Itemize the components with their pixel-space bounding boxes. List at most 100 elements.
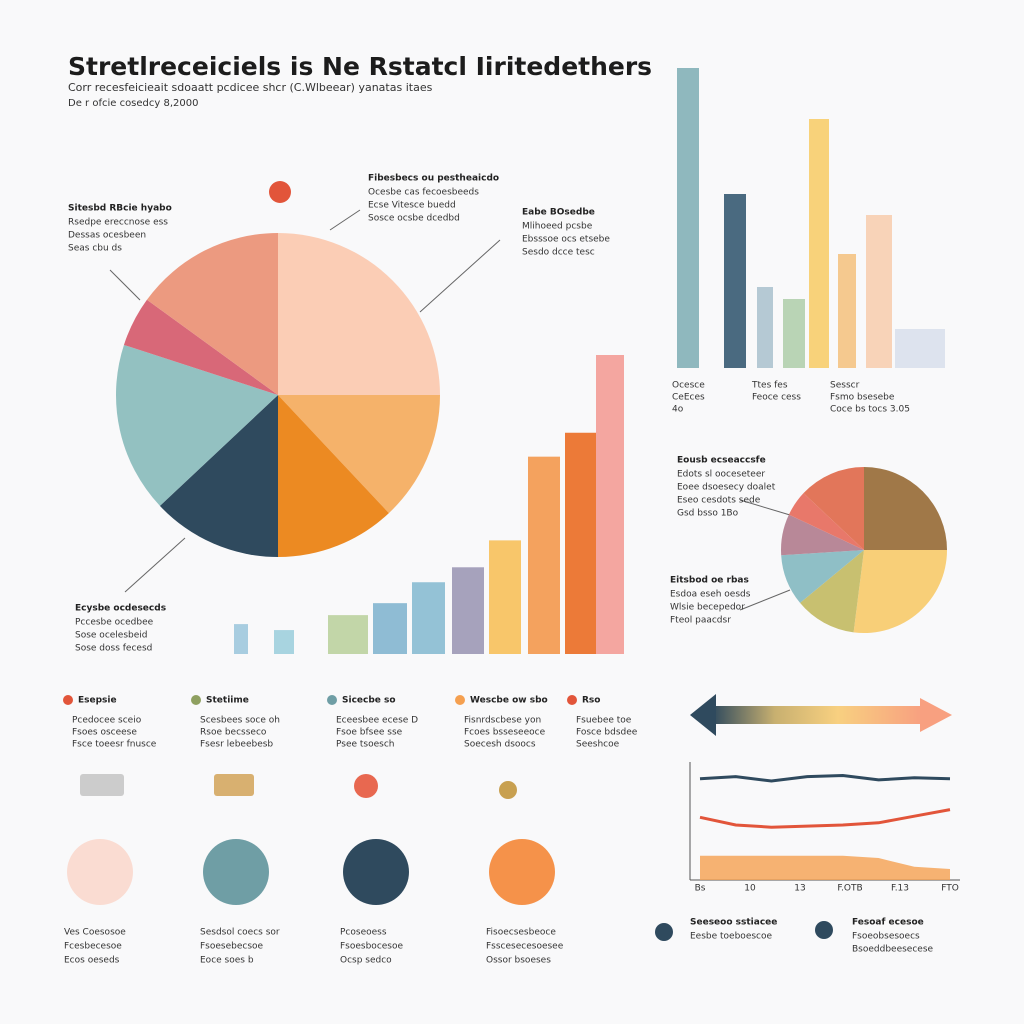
bar-label: Fsmo bsesebe (830, 393, 895, 403)
line-legend-line: Fsoeobsesoecs (852, 932, 920, 942)
bar (328, 615, 368, 654)
leader-lines (109, 209, 791, 611)
pie-slice (278, 395, 440, 514)
legend-title: Stetiime (206, 696, 249, 706)
scale-arrow (690, 694, 952, 736)
annotation-line: Rsedpe ereccnose ess (68, 218, 168, 228)
legend-line: Fsesr lebeebesb (200, 740, 273, 750)
circle-text: Fsoesebecsoe (200, 942, 264, 952)
bar-label: Sesscr (830, 381, 860, 391)
legend-line: Scesbees soce oh (200, 716, 280, 726)
pie-slice (781, 550, 864, 603)
x-tick-label: FTO (941, 884, 959, 894)
pie-slice (853, 550, 947, 633)
pie-slice (780, 514, 864, 556)
legend-title: Sicecbe so (342, 696, 396, 706)
legend-line: Fsoe bfsee sse (336, 728, 403, 738)
annotation-line: Seas cbu ds (68, 244, 122, 254)
line-legend-line: Eesbe toeboescoe (690, 932, 772, 942)
x-tick-label: Bs (695, 884, 706, 894)
bar (809, 119, 829, 368)
legend-line: Fsce toeesr fnusce (72, 740, 157, 750)
circle-text: Ossor bsoeses (486, 956, 551, 966)
legend-line: Pcedocee sceio (72, 716, 142, 726)
icon (269, 181, 291, 203)
circle-text: Sesdsol coecs sor (200, 928, 280, 938)
line (699, 773, 951, 783)
icon (80, 774, 124, 796)
pie-slice (159, 395, 278, 557)
circle-text: Ves Coesosoe (64, 928, 126, 938)
icon (214, 774, 254, 796)
arrow-head-left (690, 694, 716, 736)
icon (655, 923, 673, 941)
bar (895, 329, 945, 368)
area (700, 855, 950, 880)
bar-label: Feoce cess (752, 393, 801, 403)
pie-slice (278, 233, 440, 395)
feature-circle (67, 839, 133, 905)
circle-text: Ocsp sedco (340, 956, 392, 966)
legend-dot (191, 695, 201, 705)
annotation-line: Pccesbe ocedbee (75, 618, 154, 628)
annotation-line: Fteol paacdsr (670, 616, 731, 626)
legend-line: Fosce bdsdee (576, 728, 638, 738)
circle-text: Fsoesbocesoe (340, 942, 403, 952)
legend-line: Fcoes bsseseeoce (464, 728, 546, 738)
legend-title: Rso (582, 696, 600, 706)
legend-line: Fisnrdscbese yon (464, 716, 541, 726)
annotation-line: Ebsssoe ocs etsebe (522, 235, 610, 245)
pie-slice (864, 467, 947, 550)
legend-dot (63, 695, 73, 705)
circle-text: Fisoecsesbeoce (486, 928, 556, 938)
annotation-line: Sose ocelesbeid (75, 631, 148, 641)
annotation-line: Wlsie becepedor (670, 603, 745, 613)
annotation-line: Sesdo dcce tesc (522, 248, 595, 258)
legend-dot (567, 695, 577, 705)
annotation-title: Ecysbe ocdesecds (75, 604, 166, 614)
leader-line (739, 499, 791, 516)
arrow-head-right (920, 698, 952, 732)
annotation-title: Eousb ecseaccsfe (677, 456, 766, 466)
leader-line (109, 269, 141, 301)
pie-slice (803, 467, 864, 550)
line-legend-title: Seeseoo sstiacee (690, 918, 777, 928)
legend-line: Soecesh dsoocs (464, 740, 536, 750)
bar (234, 624, 248, 654)
line-legend-line: Bsoeddbeesecese (852, 945, 934, 955)
bar-label: 4o (672, 405, 684, 415)
annotation-line: Ocesbe cas fecoesbeeds (368, 188, 479, 198)
legend-line: Psee tsoesch (336, 740, 395, 750)
note: De r ofcie cosedcy 8,2000 (68, 98, 198, 109)
annotation-line: Mlihoeed pcsbe (522, 222, 593, 232)
circle-text: Eoce soes b (200, 956, 254, 966)
x-tick-label: F.13 (891, 884, 909, 894)
annotation-title: Eitsbod oe rbas (670, 576, 749, 586)
bar-label: Coce bs tocs 3.05 (830, 405, 910, 415)
circle-text: Ecos oeseds (64, 956, 120, 966)
bar (838, 254, 856, 368)
annotation-line: Sose doss fecesd (75, 644, 152, 654)
pie-slice (116, 344, 279, 506)
x-tick-label: F.OTB (837, 884, 862, 894)
annotation-line: Gsd bsso 1Bo (677, 509, 739, 519)
bar (489, 540, 521, 654)
bar (757, 287, 773, 368)
icon (354, 774, 378, 798)
leader-line (329, 209, 361, 231)
legend-line: Fsuebee toe (576, 716, 632, 726)
icon (815, 921, 833, 939)
annotation-line: Ecse Vitesce buedd (368, 201, 456, 211)
bar (274, 630, 294, 654)
arrow-bar (712, 706, 922, 724)
annotation-line: Dessas ocesbeen (68, 231, 146, 241)
annotation-title: Eabe BOsedbe (522, 208, 595, 218)
pie-slice (788, 493, 864, 550)
bar (412, 582, 445, 654)
bar (677, 68, 699, 368)
annotation-line: Eseo cesdots sede (677, 496, 761, 506)
bar (596, 355, 624, 654)
circle-text: Fcesbecesoe (64, 942, 122, 952)
icons (80, 181, 833, 941)
